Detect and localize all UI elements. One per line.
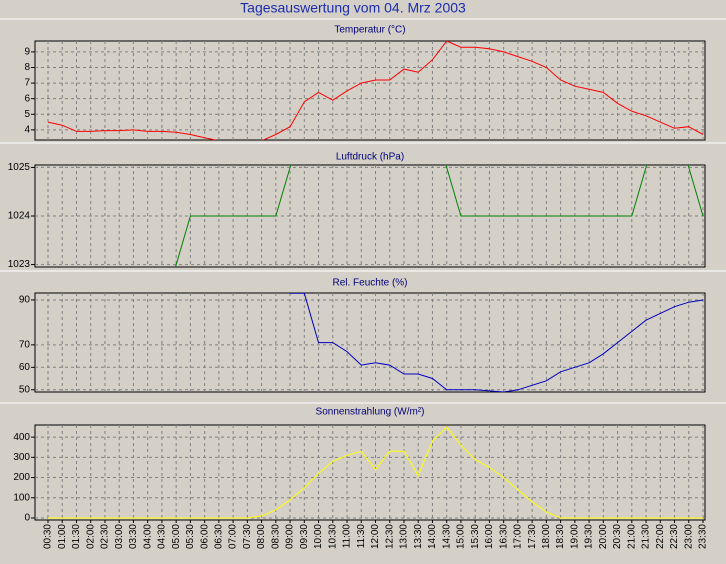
x-tick-label: 19:00 [569, 524, 580, 549]
y-tick-label: 60 [19, 362, 31, 373]
x-tick-label: 02:00 [85, 524, 96, 549]
x-tick-label: 08:30 [270, 524, 281, 549]
x-tick-label: 16:00 [484, 524, 495, 549]
x-tick-label: 13:30 [413, 524, 424, 549]
page-title: Tagesauswertung vom 04. Mrz 2003 [240, 0, 466, 16]
x-tick-label: 14:30 [441, 524, 452, 549]
x-tick-label: 12:00 [370, 524, 381, 549]
x-tick-label: 10:30 [327, 524, 338, 549]
x-tick-label: 12:30 [384, 524, 395, 549]
plot-area [34, 424, 706, 521]
x-tick-label: 21:00 [626, 524, 637, 549]
y-tick-label: 9 [24, 47, 30, 58]
data-line [288, 293, 704, 392]
x-tick-label: 01:00 [57, 524, 68, 549]
x-tick-label: 15:00 [456, 524, 467, 549]
y-tick-label: 1025 [8, 162, 31, 173]
x-tick-label: 14:00 [427, 524, 438, 549]
y-tick-label: 6 [24, 93, 30, 104]
y-tick-label: 7 [24, 78, 30, 89]
x-tick-label: 18:00 [541, 524, 552, 549]
x-tick-label: 22:30 [669, 524, 680, 549]
x-tick-label: 17:30 [527, 524, 538, 549]
x-tick-label: 16:30 [498, 524, 509, 549]
y-tick-label: 8 [24, 62, 30, 73]
x-tick-label: 11:00 [342, 524, 353, 549]
panel-title: Temperatur (°C) [334, 25, 405, 36]
y-tick-label: 1024 [8, 211, 31, 222]
x-tick-label: 18:30 [555, 524, 566, 549]
x-tick-label: 06:30 [214, 524, 225, 549]
y-tick-label: 400 [13, 432, 30, 443]
x-tick-label: 01:30 [71, 524, 82, 549]
y-tick-label: 50 [19, 384, 31, 395]
x-tick-label: 23:00 [683, 524, 694, 549]
y-tick-label: 70 [19, 339, 31, 350]
y-tick-label: 90 [19, 295, 31, 306]
y-tick-label: 5 [24, 109, 30, 120]
x-tick-label: 13:00 [399, 524, 410, 549]
x-tick-label: 09:00 [285, 524, 296, 549]
x-tick-label: 07:30 [242, 524, 253, 549]
x-tick-label: 03:30 [128, 524, 139, 549]
y-tick-label: 1023 [8, 259, 31, 270]
x-tick-label: 00:30 [43, 524, 54, 549]
plot-area [34, 292, 706, 393]
plot-area [34, 40, 706, 141]
x-tick-label: 11:30 [356, 524, 367, 549]
x-tick-label: 21:30 [641, 524, 652, 549]
x-tick-label: 02:30 [100, 524, 111, 549]
x-tick-label: 22:00 [655, 524, 666, 549]
y-tick-label: 0 [24, 513, 30, 524]
x-tick-label: 10:00 [313, 524, 324, 549]
y-tick-label: 4 [24, 125, 30, 136]
panel-title: Rel. Feuchte (%) [332, 278, 407, 289]
data-line [48, 426, 703, 519]
y-tick-label: 300 [13, 452, 30, 463]
panel-title: Sonnenstrahlung (W/m²) [316, 407, 425, 418]
x-tick-label: 08:00 [256, 524, 267, 549]
x-tick-label: 23:30 [698, 524, 709, 549]
x-tick-label: 20:00 [598, 524, 609, 549]
x-tick-label: 05:00 [171, 524, 182, 549]
x-tick-label: 03:00 [114, 524, 125, 549]
panel-title: Luftdruck (hPa) [336, 152, 404, 163]
x-tick-label: 09:30 [299, 524, 310, 549]
x-tick-label: 05:30 [185, 524, 196, 549]
x-tick-label: 06:00 [199, 524, 210, 549]
data-line [47, 41, 704, 140]
x-tick-label: 07:00 [228, 524, 239, 549]
y-tick-label: 100 [13, 492, 30, 503]
x-tick-label: 04:30 [157, 524, 168, 549]
data-line [174, 165, 704, 267]
x-tick-label: 17:00 [513, 524, 524, 549]
y-tick-label: 200 [13, 472, 30, 483]
x-tick-label: 04:00 [142, 524, 153, 549]
x-tick-label: 20:30 [612, 524, 623, 549]
x-tick-label: 19:30 [584, 524, 595, 549]
x-tick-label: 15:30 [470, 524, 481, 549]
